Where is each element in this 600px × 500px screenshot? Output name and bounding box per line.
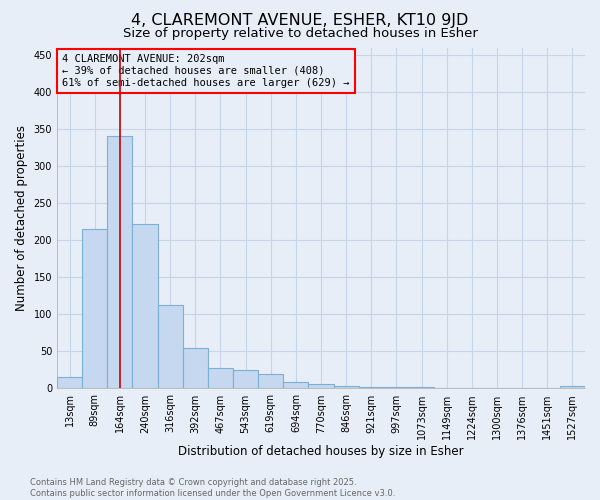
Bar (233, 370, 258, 388)
Bar (158, 304, 183, 388)
Bar (560, 386, 585, 388)
Bar (359, 387, 384, 388)
Text: 4, CLAREMONT AVENUE, ESHER, KT10 9JD: 4, CLAREMONT AVENUE, ESHER, KT10 9JD (131, 12, 469, 28)
Bar (334, 386, 359, 388)
X-axis label: Distribution of detached houses by size in Esher: Distribution of detached houses by size … (178, 444, 464, 458)
Bar (183, 348, 208, 389)
Bar (283, 382, 308, 388)
Bar (133, 224, 158, 388)
Text: 4 CLAREMONT AVENUE: 202sqm
← 39% of detached houses are smaller (408)
61% of sem: 4 CLAREMONT AVENUE: 202sqm ← 39% of deta… (62, 54, 350, 88)
Text: Contains HM Land Registry data © Crown copyright and database right 2025.
Contai: Contains HM Land Registry data © Crown c… (30, 478, 395, 498)
Bar (208, 368, 233, 388)
Bar (308, 384, 334, 388)
Bar (409, 387, 434, 388)
Bar (384, 387, 409, 388)
Y-axis label: Number of detached properties: Number of detached properties (15, 125, 28, 311)
Bar (82, 229, 107, 388)
Bar (107, 136, 133, 388)
Bar (57, 376, 82, 388)
Text: Size of property relative to detached houses in Esher: Size of property relative to detached ho… (122, 28, 478, 40)
Bar (258, 374, 283, 388)
